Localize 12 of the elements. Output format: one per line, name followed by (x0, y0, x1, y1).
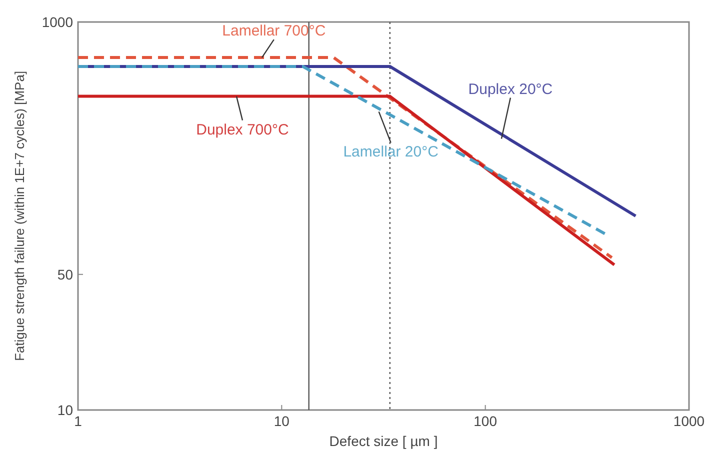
annotation: Duplex 700°C (196, 121, 290, 138)
annotation: Duplex 20°C (468, 80, 553, 98)
y-tick-label: 10 (57, 402, 74, 418)
x-tick-label: 10 (274, 413, 290, 429)
x-tick-label: 1 (74, 413, 82, 429)
y-axis-title: Fatigue strength failure (within 1E+7 cycles) [MPa] (12, 70, 27, 362)
x-tick-label: 1000 (673, 413, 705, 429)
y-tick-label: 1000 (42, 14, 74, 30)
annotation: Lamellar 20°C (343, 144, 439, 161)
x-tick-label: 100 (474, 413, 498, 429)
x-axis-title: Defect size [ µm ] (329, 433, 438, 449)
y-tick-label: 50 (57, 266, 74, 282)
